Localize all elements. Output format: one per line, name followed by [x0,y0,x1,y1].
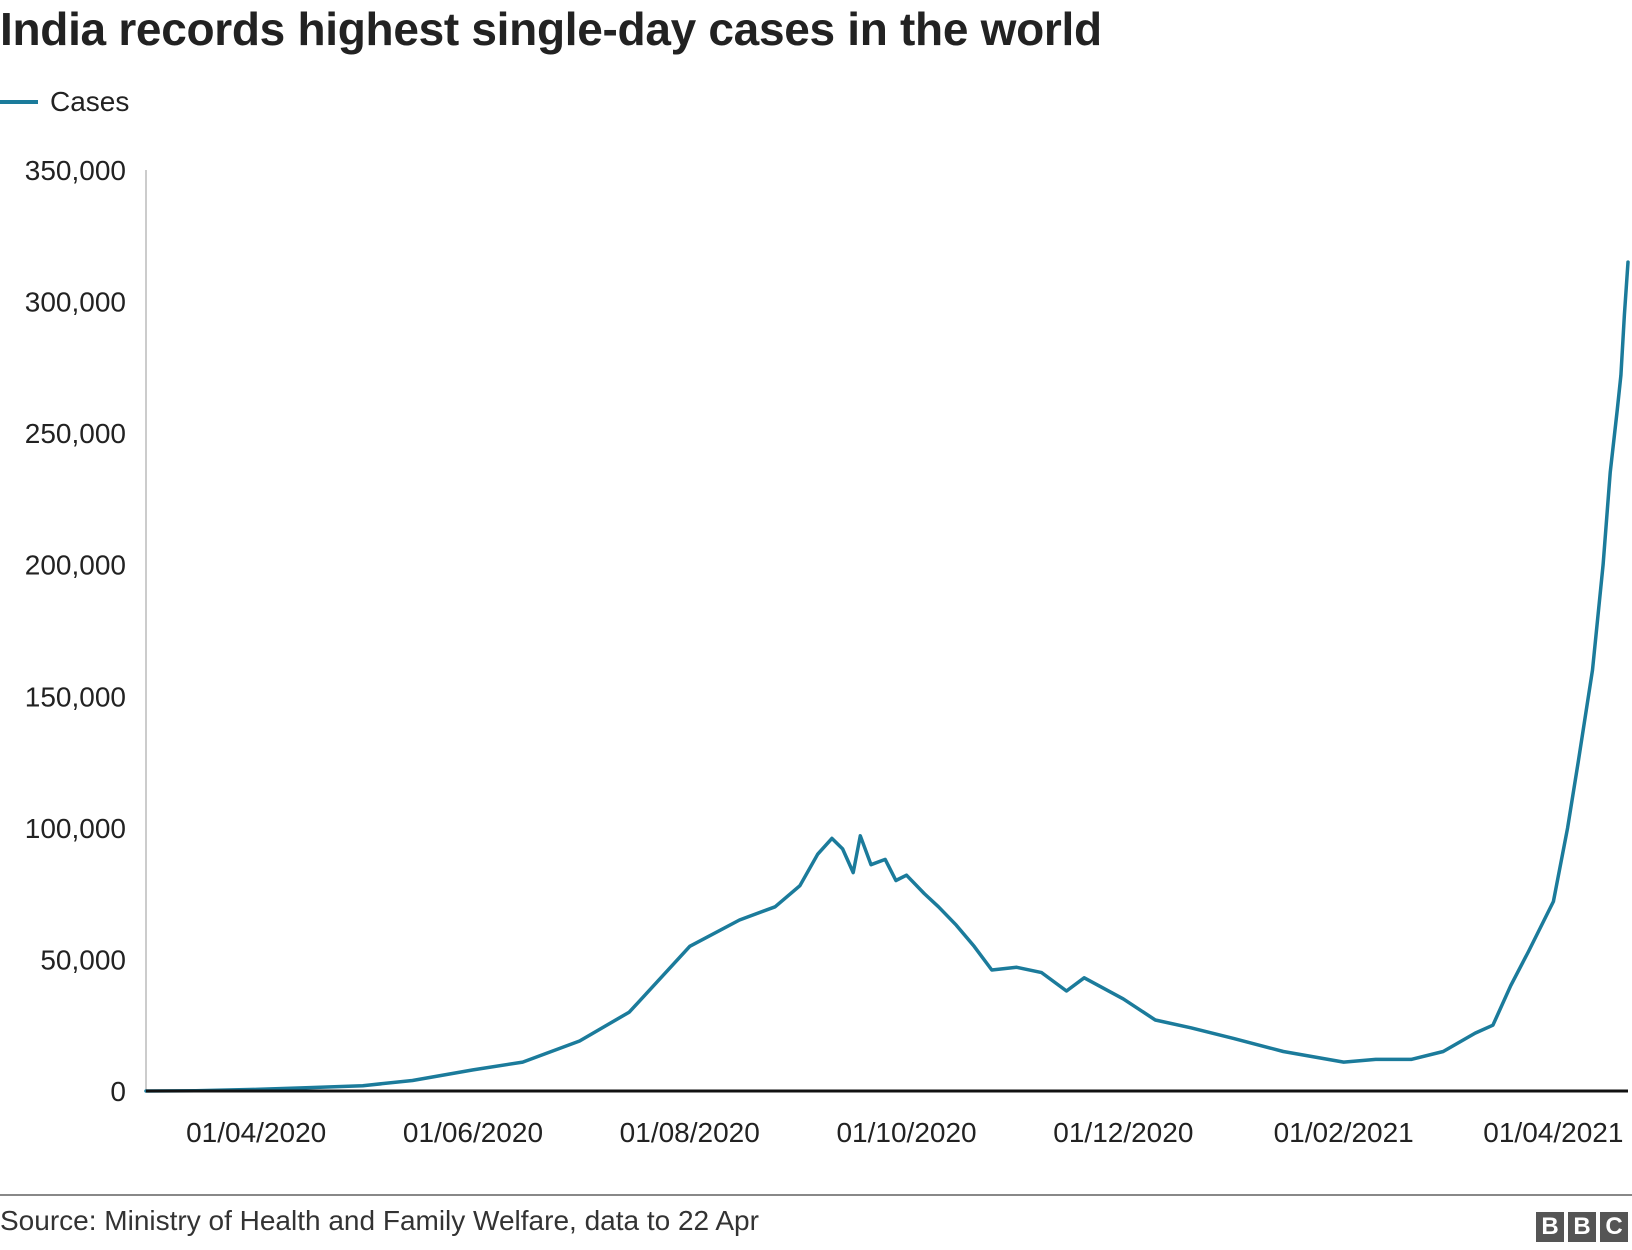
chart-plot: 0 50,000 100,000 150,000 200,000 250,000 300,0… [25,155,1630,1148]
bbc-logo-letter: B [1536,1212,1564,1242]
y-tick-label: 300,000 [25,287,126,318]
y-tick-label: 350,000 [25,155,126,186]
y-tick-label: 0 [110,1076,126,1107]
bbc-logo-letter: C [1600,1212,1628,1242]
y-tick-label: 100,000 [25,813,126,844]
x-tick-label: 01/04/2020 [186,1117,326,1148]
legend: Cases [0,86,129,118]
footer-divider [0,1194,1632,1196]
x-tick-label: 01/02/2021 [1274,1117,1414,1148]
x-tick-label: 01/10/2020 [836,1117,976,1148]
y-tick-label: 250,000 [25,418,126,449]
series-line-cases [144,260,1630,1093]
x-tick-label: 01/06/2020 [403,1117,543,1148]
y-tick-label: 50,000 [40,944,126,975]
y-tick-label: 200,000 [25,550,126,581]
x-tick-label: 01/08/2020 [620,1117,760,1148]
legend-label-cases: Cases [50,86,130,117]
legend-swatch-cases [0,100,38,104]
y-tick-label: 150,000 [25,681,126,712]
source-note: Source: Ministry of Health and Family We… [0,1205,759,1236]
chart-title: India records highest single-day cases i… [0,3,1102,55]
bbc-logo-letter: B [1568,1212,1596,1242]
x-tick-label: 01/12/2020 [1053,1117,1193,1148]
x-tick-label: 01/04/2021 [1483,1117,1623,1148]
